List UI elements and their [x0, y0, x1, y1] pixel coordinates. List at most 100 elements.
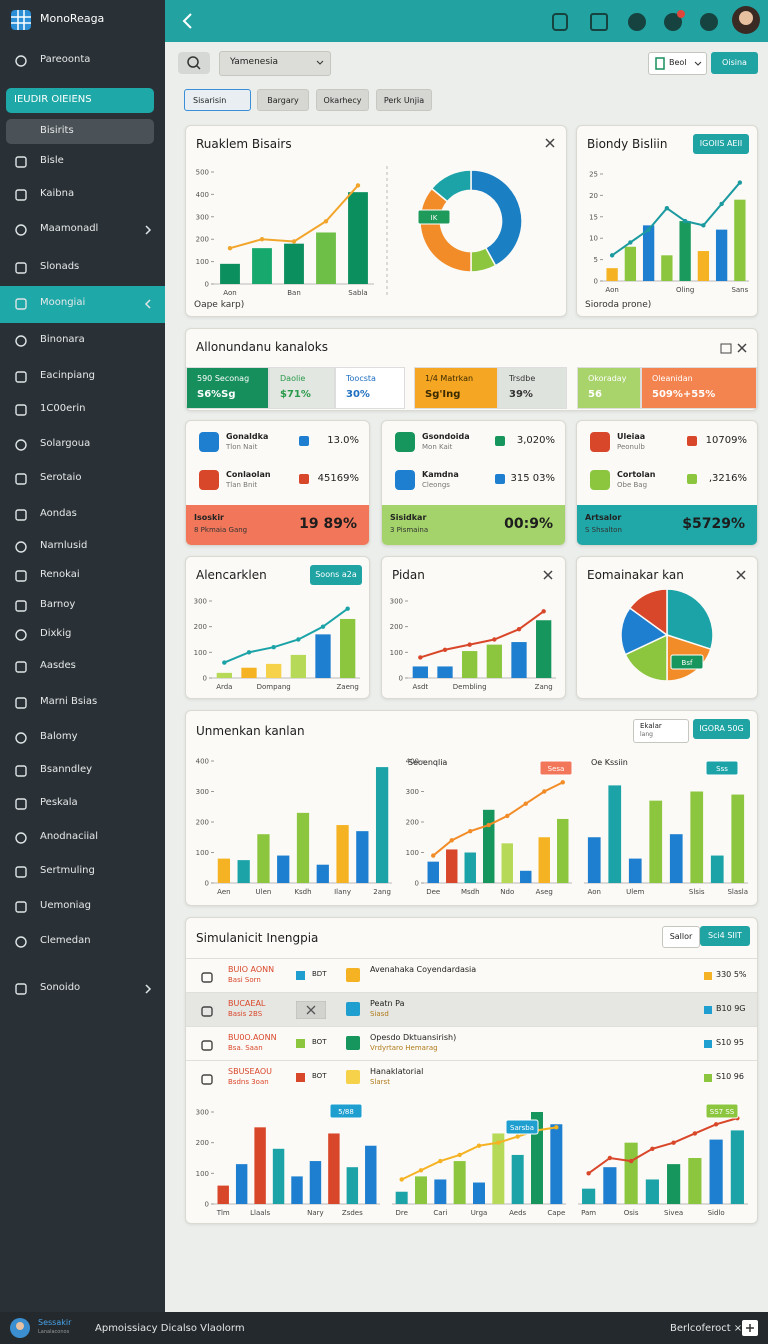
close-icon[interactable] [735, 569, 747, 581]
item-sub: Cleongs [422, 481, 450, 489]
pie-slice [430, 169, 472, 203]
bar [241, 667, 257, 678]
line-point [505, 813, 510, 819]
primary-button[interactable]: Oisina [711, 52, 758, 74]
nav-item[interactable]: Barnoy [40, 599, 76, 610]
bar [272, 1148, 285, 1204]
card-title: Pidan [392, 568, 425, 582]
card-button[interactable]: Soons a2a [310, 565, 362, 585]
card-button[interactable]: IGOIIS AEII [693, 134, 749, 154]
item-sub: Mon Kait [422, 443, 453, 451]
pie-slice [620, 606, 669, 656]
back-button[interactable] [181, 12, 195, 30]
nav-item[interactable]: Sonoido [40, 982, 81, 993]
dropdown[interactable]: Yamenesia [219, 51, 331, 76]
dropdown[interactable]: Ekalar lang [633, 719, 689, 743]
item-icon [590, 470, 610, 490]
bar [688, 1158, 702, 1204]
nav-item[interactable]: Kaibna [40, 188, 75, 199]
nav-item[interactable]: Maamonadl [40, 223, 99, 234]
nav-item[interactable]: Serotaio [40, 472, 82, 483]
bar [291, 1176, 303, 1204]
add-icon[interactable] [742, 1320, 758, 1336]
bar [669, 834, 683, 883]
secondary-button[interactable]: Sallor [662, 926, 700, 948]
kpi-value: 39% [509, 389, 533, 400]
bar [415, 1176, 427, 1204]
print-icon[interactable] [720, 342, 732, 354]
row-desc-sub: Slarst [370, 1078, 390, 1086]
nav-item[interactable]: Anodnaciial [40, 831, 99, 842]
export-dropdown[interactable]: Beol [648, 52, 707, 75]
nav-item[interactable]: Eacinpiang [40, 370, 95, 381]
x-tick-label: Cari [433, 1209, 447, 1217]
nav-icon [15, 298, 27, 310]
row-desc: Peatn Pa [370, 999, 405, 1008]
desc-icon-shape [346, 1002, 360, 1016]
remove-button[interactable] [296, 1001, 326, 1019]
nav-item[interactable]: Narnlusid [40, 540, 88, 551]
badge [505, 1119, 539, 1135]
table-row: BUIO AONN Basi Sorn BDT Avenahaka Coyendard… [186, 958, 757, 993]
nav-item[interactable]: Solargoua [40, 438, 91, 449]
tab[interactable]: Okarhecy [316, 89, 369, 111]
close-icon[interactable] [542, 569, 554, 581]
footer-sub: 3 Pismaina [390, 526, 429, 534]
table-row: SBUSEAOU Bsdns 3oan BOT Hanaklatorial Slarst… [186, 1060, 757, 1095]
card-button[interactable]: Sci4 SIIT [700, 926, 750, 946]
close-icon[interactable] [544, 137, 556, 149]
selected-pill[interactable]: Bisirits [6, 119, 154, 144]
line-point [719, 201, 724, 207]
nav-item[interactable]: Peskala [40, 797, 78, 808]
line-point [682, 218, 688, 224]
y-tick-label: 25 [589, 171, 598, 179]
tab[interactable]: Bargary [257, 89, 309, 111]
line-point [296, 637, 301, 642]
badge-label: Bsf [682, 659, 693, 667]
close-icon[interactable] [736, 342, 748, 354]
bar [316, 232, 336, 284]
x-tick-label: Urga [471, 1209, 488, 1217]
nav-item[interactable]: Aondas [40, 508, 77, 519]
top-bar [165, 0, 768, 42]
nav-item[interactable]: Moongiai [40, 297, 86, 308]
y-tick-label: 0 [205, 880, 209, 888]
bar [709, 1139, 723, 1204]
line-point [227, 245, 233, 251]
nav-item[interactable]: Bsanndley [40, 764, 93, 775]
item-icon [199, 470, 219, 490]
search-button[interactable] [178, 52, 210, 74]
nav-item[interactable]: 1C00erin [40, 403, 86, 414]
nav-icon [15, 765, 27, 777]
tab[interactable]: Perk Unjia [376, 89, 432, 111]
item-name: Kamdna [422, 470, 459, 479]
row-desc: Opesdo Dktuansirish) [370, 1033, 457, 1042]
nav-icon [15, 189, 27, 201]
card-button[interactable]: IGORA 50G [693, 719, 750, 739]
bar [395, 1191, 408, 1204]
status-right[interactable]: Berlcoferoct × [670, 1323, 743, 1334]
line-point [492, 637, 497, 642]
nav-item[interactable]: Marni Bsias [40, 696, 98, 707]
nav-item[interactable]: Slonads [40, 261, 80, 272]
search-pill[interactable]: IEUDIR OIEIENS [6, 88, 154, 113]
y-tick-label: 200 [196, 236, 209, 244]
nav-item[interactable]: Pareoonta [40, 54, 91, 65]
brand-sub: Lanalaconos [38, 1329, 70, 1335]
nav-item[interactable]: Clemedan [40, 935, 91, 946]
y-tick-label: 100 [196, 258, 209, 266]
x-tick-label: Arda [216, 683, 232, 691]
nav-item[interactable]: Dixkig [40, 628, 72, 639]
tab[interactable]: Sisarisin [184, 89, 251, 111]
nav-item[interactable]: Renokai [40, 569, 80, 580]
nav-icon [15, 901, 27, 913]
bar [375, 767, 389, 883]
nav-item[interactable]: Aasdes [40, 660, 76, 671]
nav-item[interactable]: Balomy [40, 731, 78, 742]
nav-item[interactable]: Sertmuling [40, 865, 95, 876]
nav-item[interactable]: Bisle [40, 155, 64, 166]
kpi-tile: Oleanidan 509%+55% [641, 367, 757, 409]
nav-item[interactable]: Binonara [40, 334, 85, 345]
nav-item[interactable]: Uemoniag [40, 900, 91, 911]
